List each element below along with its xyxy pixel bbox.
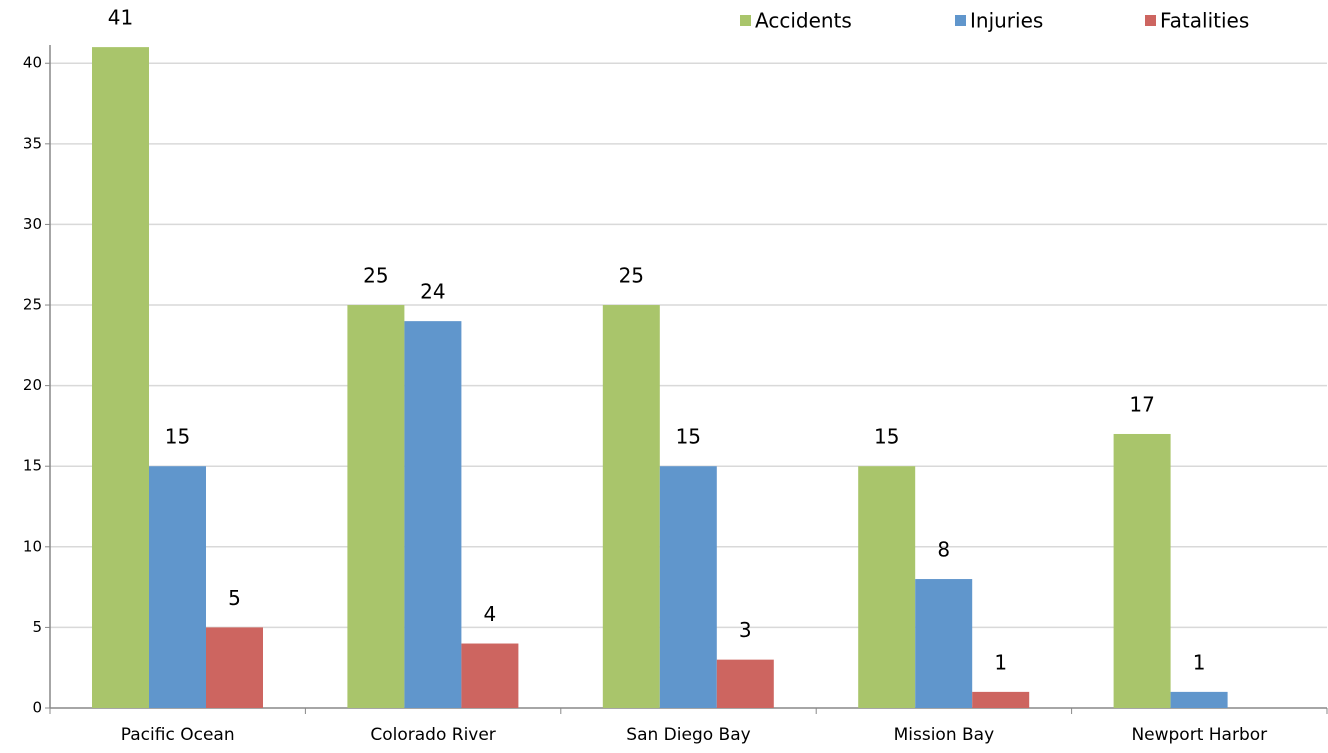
data-label: 15 — [676, 425, 701, 449]
data-label: 1 — [994, 650, 1007, 674]
y-tick-label: 30 — [23, 215, 42, 233]
legend-swatch — [955, 15, 966, 26]
x-tick-label: Pacific Ocean — [121, 725, 235, 745]
data-label: 15 — [165, 425, 190, 449]
bar — [404, 321, 462, 708]
x-tick-label: Newport Harbor — [1131, 725, 1267, 745]
bar — [347, 305, 405, 708]
bar — [915, 579, 973, 708]
bar — [1170, 691, 1228, 708]
data-label: 24 — [420, 280, 445, 304]
legend-swatch — [740, 15, 751, 26]
legend-label: Injuries — [970, 9, 1043, 33]
bar — [92, 47, 149, 709]
x-tick-label: Colorado River — [370, 725, 495, 745]
legend-label: Fatalities — [1160, 9, 1249, 33]
data-label: 25 — [619, 264, 644, 288]
y-tick-label: 10 — [23, 537, 42, 555]
bar — [972, 691, 1030, 708]
x-tick-label: Mission Bay — [894, 725, 995, 745]
y-tick-label: 5 — [32, 618, 42, 636]
data-label: 17 — [1129, 392, 1154, 416]
x-tick-label: San Diego Bay — [626, 725, 750, 745]
bar — [659, 466, 717, 708]
bar — [206, 627, 263, 708]
y-tick-label: 0 — [32, 699, 42, 717]
bar — [1113, 433, 1171, 708]
data-label: 15 — [874, 425, 899, 449]
y-tick-label: 40 — [23, 54, 42, 72]
data-label: 4 — [484, 602, 497, 626]
bar — [461, 643, 519, 708]
legend-label: Accidents — [755, 9, 852, 33]
bar — [602, 305, 660, 708]
data-label: 1 — [1193, 650, 1206, 674]
bar — [716, 659, 774, 708]
data-label: 5 — [228, 586, 241, 610]
legend-swatch — [1145, 15, 1156, 26]
bar — [149, 466, 206, 708]
y-tick-label: 15 — [23, 457, 42, 475]
data-label: 8 — [937, 538, 950, 562]
y-tick-label: 20 — [23, 376, 42, 394]
bar — [858, 466, 916, 708]
y-tick-label: 25 — [23, 296, 42, 314]
y-tick-label: 35 — [23, 134, 42, 152]
data-label: 25 — [363, 264, 388, 288]
data-label: 3 — [739, 618, 752, 642]
data-label: 41 — [108, 6, 133, 30]
